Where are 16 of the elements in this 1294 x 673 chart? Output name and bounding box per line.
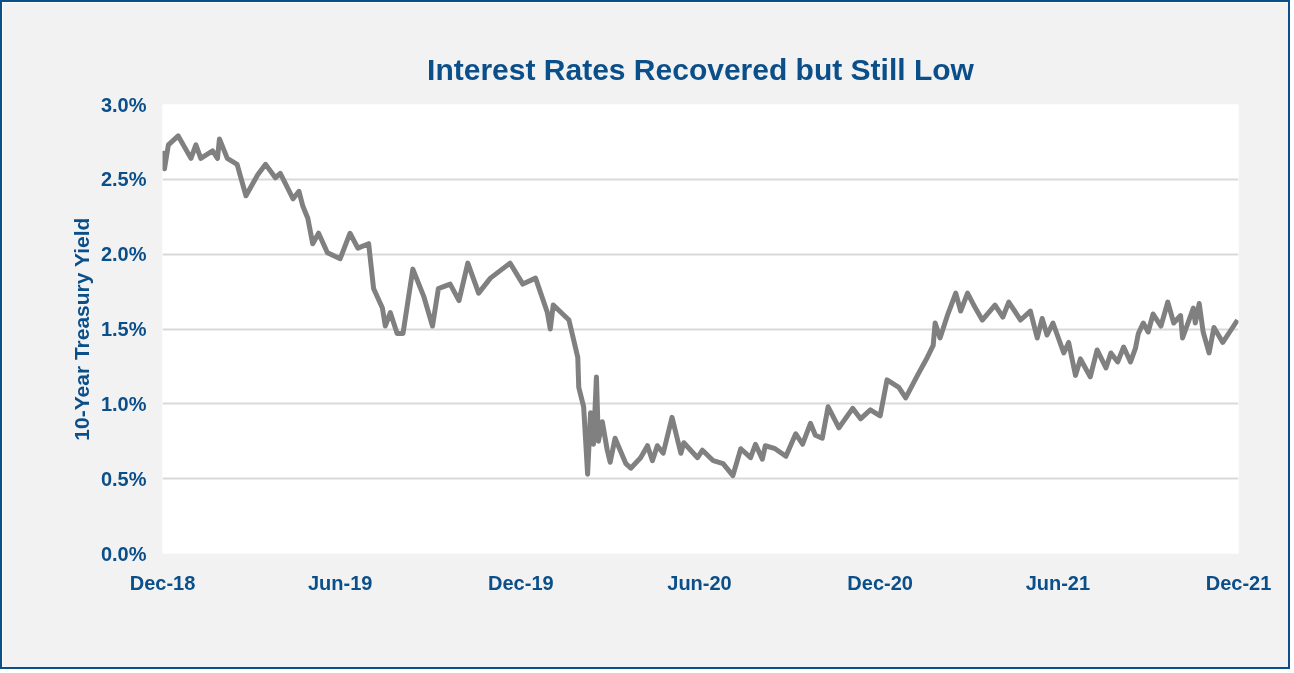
y-tick-label: 1.5% — [100, 318, 147, 340]
x-tick-label: Dec-21 — [1205, 571, 1272, 594]
x-tick-label: Jun-20 — [667, 571, 732, 594]
y-tick-label: 2.5% — [100, 168, 147, 191]
x-tick-label: Dec-18 — [129, 571, 196, 594]
y-tick-label: 1.0% — [100, 392, 147, 415]
chart-title: Interest Rates Recovered but Still Low — [427, 52, 975, 86]
x-tick-label: Dec-19 — [488, 571, 554, 594]
y-tick-label: 0.0% — [100, 542, 147, 565]
x-tick-label: Jun-21 — [1025, 571, 1091, 594]
y-tick-label: 0.5% — [100, 467, 147, 490]
y-axis-title: 10-Year Treasury Yield — [69, 217, 93, 441]
y-tick-label: 3.0% — [100, 93, 147, 116]
x-tick-label: Dec-20 — [847, 571, 913, 594]
x-tick-label: Jun-19 — [307, 571, 373, 594]
y-tick-label: 2.0% — [100, 243, 147, 266]
